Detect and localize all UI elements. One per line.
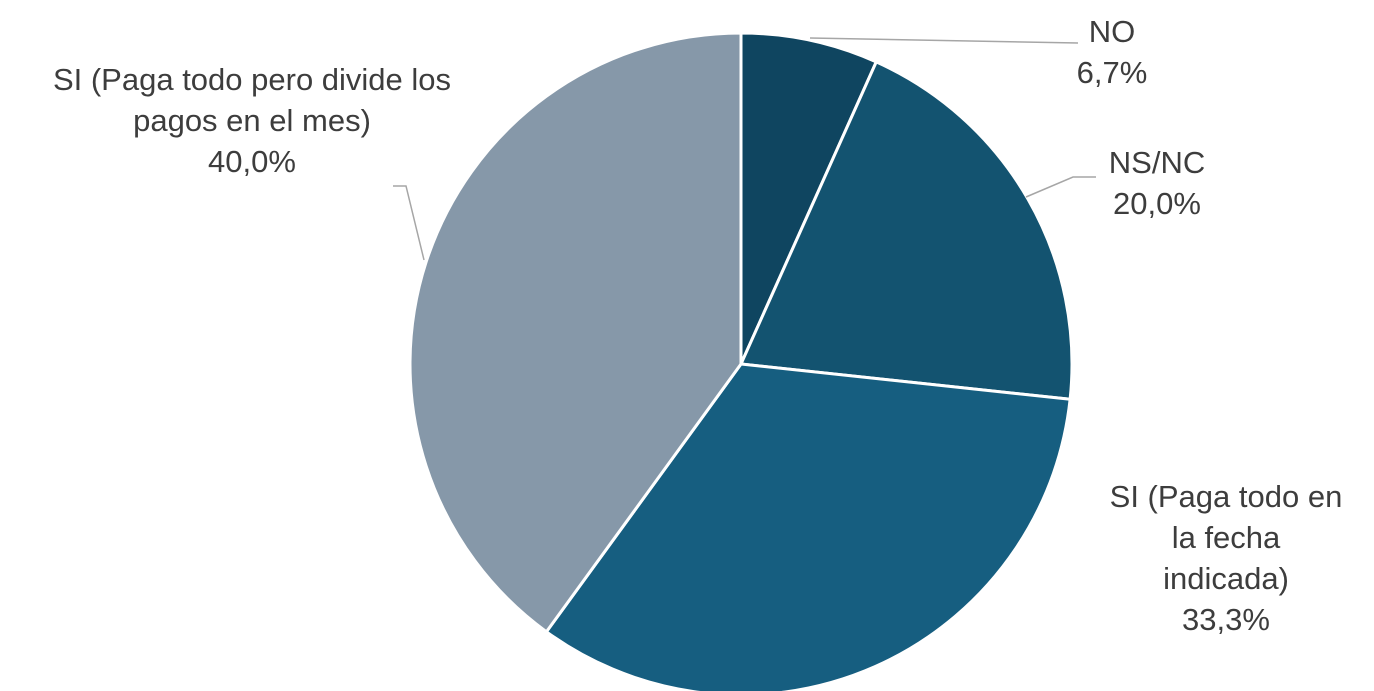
pie-slice-no: [739, 31, 878, 366]
data-label-line: indicada): [1163, 561, 1289, 596]
data-label-line: SI (Paga todo en: [1110, 479, 1343, 514]
data-label-line: la fecha: [1172, 520, 1281, 555]
data-label-si-paga-todo-pero-divide-los-pagos-en-el-mes: SI (Paga todo pero divide los pagos en el…: [53, 62, 451, 179]
data-label-value: 40,0%: [208, 144, 296, 179]
leader-lines: [393, 37, 1096, 261]
data-label-si-paga-todo-en-la-fecha-indicada: SI (Paga todo en la fecha indicada) 33,3%: [1110, 479, 1343, 637]
pie-slice-si-paga-todo-pero-divide-los-pagos-en-el-mes: [408, 31, 743, 634]
data-label-value: 20,0%: [1113, 186, 1201, 221]
data-label-line: pagos en el mes): [133, 103, 371, 138]
leader-line-ns-nc: [1025, 176, 1096, 198]
data-label-line: NS/NC: [1109, 145, 1205, 180]
data-label-line: NO: [1089, 14, 1136, 49]
data-label-line: SI (Paga todo pero divide los: [53, 62, 451, 97]
slice-labels: NO 6,7% NS/NC 20,0% SI (Paga todo en la fecha…: [53, 14, 1342, 637]
data-label-value: 33,3%: [1182, 602, 1270, 637]
pie-slice-si-paga-todo-en-la-fecha-indicada: [544, 362, 1072, 691]
pie-slice-ns-nc: [739, 60, 1074, 401]
leader-line-si-paga-todo-pero-divide-los-pagos-en-el-mes: [393, 185, 425, 261]
data-label-ns-nc: NS/NC 20,0%: [1109, 145, 1205, 221]
leader-line-no: [809, 37, 1079, 44]
pie-slices: [408, 31, 1074, 691]
data-label-value: 6,7%: [1077, 55, 1148, 90]
data-label-no: NO 6,7%: [1077, 14, 1148, 90]
